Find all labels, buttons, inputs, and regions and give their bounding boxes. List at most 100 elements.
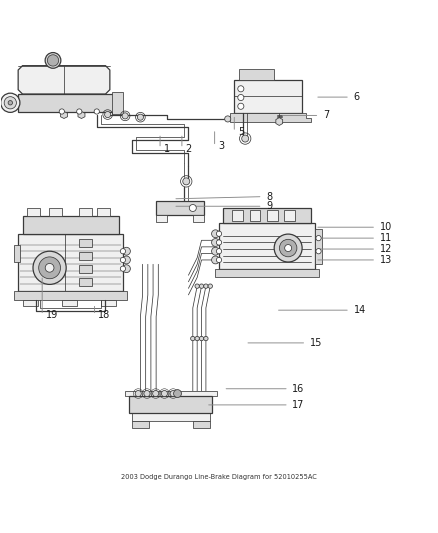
Circle shape <box>212 256 219 264</box>
Circle shape <box>8 101 12 105</box>
Text: 2: 2 <box>185 143 192 154</box>
Circle shape <box>1 93 20 112</box>
Bar <box>14 290 127 300</box>
Circle shape <box>225 116 231 122</box>
Circle shape <box>195 284 199 288</box>
Circle shape <box>199 284 204 288</box>
Text: 13: 13 <box>380 255 392 265</box>
Polygon shape <box>230 113 311 122</box>
Text: 8: 8 <box>266 192 272 201</box>
Circle shape <box>216 257 222 263</box>
Circle shape <box>123 256 131 264</box>
Circle shape <box>45 53 61 68</box>
Circle shape <box>152 391 159 397</box>
Bar <box>18 94 114 111</box>
Circle shape <box>173 390 181 398</box>
Text: 10: 10 <box>380 222 392 232</box>
Circle shape <box>45 263 54 272</box>
Text: 18: 18 <box>98 310 110 320</box>
Text: 16: 16 <box>292 384 304 394</box>
Circle shape <box>216 248 222 254</box>
Bar <box>49 207 62 216</box>
Bar <box>18 234 123 290</box>
Text: 19: 19 <box>46 310 58 320</box>
Text: 3: 3 <box>218 141 224 151</box>
Bar <box>219 223 315 269</box>
Polygon shape <box>276 118 283 125</box>
Polygon shape <box>78 111 85 118</box>
Circle shape <box>94 109 99 114</box>
Bar <box>79 252 92 260</box>
Circle shape <box>33 251 66 285</box>
Bar <box>27 207 40 216</box>
Bar <box>285 210 295 221</box>
Text: 14: 14 <box>353 305 366 315</box>
Text: 17: 17 <box>292 400 305 410</box>
Circle shape <box>135 391 141 397</box>
Circle shape <box>212 230 219 238</box>
Circle shape <box>212 247 219 255</box>
Text: 12: 12 <box>380 244 392 254</box>
Circle shape <box>216 240 222 245</box>
Text: 9: 9 <box>266 201 272 211</box>
Circle shape <box>195 336 199 341</box>
Bar <box>22 300 38 306</box>
Bar <box>130 396 212 413</box>
Circle shape <box>238 86 244 92</box>
Circle shape <box>77 109 82 114</box>
Text: 5: 5 <box>238 127 244 137</box>
Bar <box>155 215 166 222</box>
Bar <box>132 413 210 422</box>
Polygon shape <box>60 111 67 118</box>
Bar <box>223 207 311 223</box>
Circle shape <box>105 111 111 118</box>
Circle shape <box>316 248 321 254</box>
Bar <box>79 265 92 273</box>
Circle shape <box>204 284 208 288</box>
Text: 11: 11 <box>380 233 392 243</box>
Circle shape <box>191 336 195 341</box>
Circle shape <box>39 257 60 279</box>
Circle shape <box>316 236 321 241</box>
Circle shape <box>238 103 244 109</box>
Bar <box>79 239 92 247</box>
Circle shape <box>204 336 208 341</box>
Circle shape <box>144 391 150 397</box>
Bar <box>101 300 117 306</box>
Text: 2003 Dodge Durango Line-Brake Diagram for 52010255AC: 2003 Dodge Durango Line-Brake Diagram fo… <box>121 473 317 480</box>
Circle shape <box>120 266 126 271</box>
Circle shape <box>238 94 244 101</box>
Circle shape <box>216 231 222 236</box>
Bar <box>267 210 278 221</box>
Text: 7: 7 <box>323 110 329 120</box>
Circle shape <box>189 205 196 212</box>
Bar <box>239 69 274 80</box>
Circle shape <box>199 336 204 341</box>
Bar <box>155 201 204 215</box>
Bar <box>193 215 204 222</box>
Circle shape <box>208 284 212 288</box>
Polygon shape <box>18 66 110 94</box>
Circle shape <box>183 178 190 185</box>
Circle shape <box>279 239 297 257</box>
Text: 1: 1 <box>163 143 170 154</box>
Text: 6: 6 <box>353 92 360 102</box>
Circle shape <box>170 391 176 397</box>
Bar <box>193 422 210 428</box>
Bar <box>62 300 77 306</box>
Circle shape <box>285 245 292 252</box>
Circle shape <box>120 257 126 263</box>
Bar <box>132 422 149 428</box>
Text: 15: 15 <box>310 338 322 348</box>
Bar <box>125 391 217 396</box>
Circle shape <box>274 234 302 262</box>
Bar <box>232 210 243 221</box>
Circle shape <box>120 248 126 254</box>
Bar <box>250 210 261 221</box>
Circle shape <box>138 114 144 120</box>
Circle shape <box>4 96 16 109</box>
Circle shape <box>59 109 64 114</box>
Bar <box>79 207 92 216</box>
Circle shape <box>123 265 131 272</box>
Bar <box>97 207 110 216</box>
